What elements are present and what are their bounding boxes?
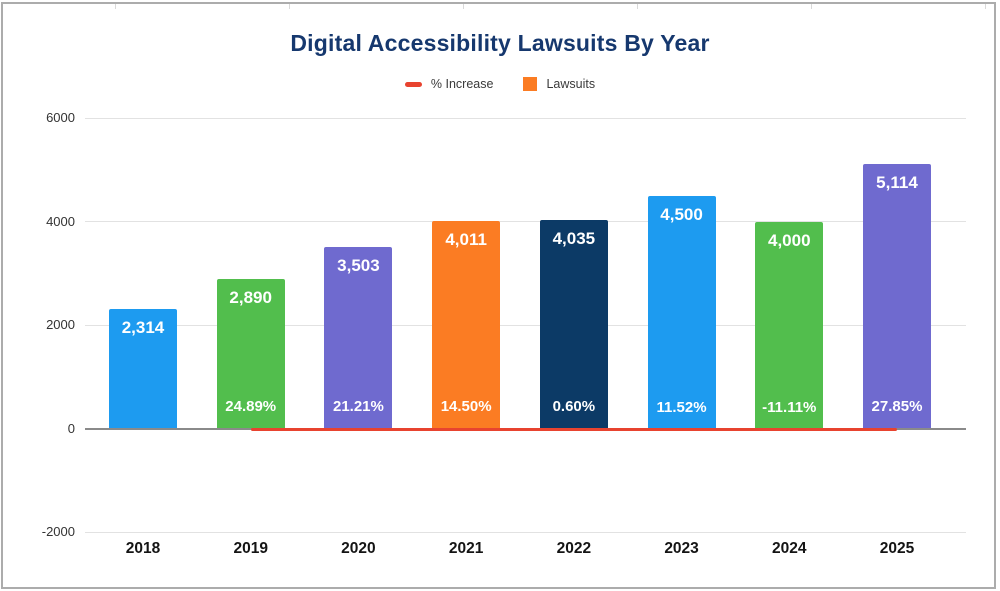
y-tick-label-0: 0 <box>67 420 75 436</box>
x-tick-label-2020: 2020 <box>341 540 376 557</box>
sheet-gridline-tick <box>463 4 464 9</box>
x-tick-label-2023: 2023 <box>664 540 699 557</box>
bar-2021: 4,011 14.50% <box>432 220 501 429</box>
legend-label-lawsuits: Lawsuits <box>546 77 596 91</box>
pct-increase-label-2025: 27.85% <box>871 398 923 416</box>
x-tick-label-2022: 2022 <box>556 540 592 557</box>
bar-2022: 4,035 0.60% <box>539 219 608 429</box>
bar-value-label-2022: 4,035 <box>552 228 596 248</box>
increase-swatch-icon <box>404 81 422 87</box>
gridline-6000 <box>85 117 966 119</box>
pct-increase-label-2019: 24.89% <box>225 398 277 416</box>
pct-increase-label-2022: 0.60% <box>552 398 596 416</box>
x-tick-label-2019: 2019 <box>233 540 268 557</box>
y-tick-label-6000: 6000 <box>46 110 75 125</box>
bar-value-label-2019: 2,890 <box>229 287 272 307</box>
gridline--2000 <box>85 531 966 533</box>
pct-increase-label-2021: 14.50% <box>440 398 492 416</box>
x-tick-label-2018: 2018 <box>125 540 161 557</box>
bar-2025: 5,114 27.85% <box>862 163 931 429</box>
y-tick-label-4000: 4000 <box>46 213 75 229</box>
legend-item-lawsuits: Lawsuits <box>523 77 595 91</box>
chart-title: Digital Accessibility Lawsuits By Year <box>290 30 710 56</box>
x-tick-label-2024: 2024 <box>772 540 807 557</box>
legend: % Increase Lawsuits <box>0 77 1000 91</box>
bar-value-label-2018: 2,314 <box>121 317 165 337</box>
legend-item-increase: % Increase <box>404 77 494 91</box>
bar-value-label-2024: 4,000 <box>768 230 811 250</box>
bar-value-label-2023: 4,500 <box>660 204 703 224</box>
bar-value-label-2021: 4,011 <box>445 229 487 249</box>
gridline-4000 <box>85 221 966 222</box>
lawsuits-swatch-icon <box>523 77 538 91</box>
sheet-gridline-tick <box>637 4 638 9</box>
bar-value-label-2025: 5,114 <box>876 172 918 192</box>
bar-2020: 3,503 21.21% <box>324 247 393 429</box>
sheet-gridline-tick <box>115 4 116 9</box>
pct-increase-label-2023: 11.52% <box>656 398 707 416</box>
bar-value-label-2020: 3,503 <box>337 256 380 276</box>
sheet-gridline-tick <box>289 4 290 9</box>
bar-2023: 4,500 11.52% <box>647 195 716 429</box>
x-tick-label-2021: 2021 <box>448 540 484 557</box>
pct-increase-label-2020: 21.21% <box>332 398 384 416</box>
y-tick-label-2000: 2000 <box>46 317 75 332</box>
sheet-gridline-tick <box>985 4 986 9</box>
pct-increase-line <box>250 428 897 431</box>
pct-increase-label-2024: -11.11% <box>762 398 817 416</box>
gridline-2000 <box>85 324 966 326</box>
bar-2018: 2,314 <box>109 308 177 429</box>
sheet-gridline-tick <box>811 4 812 9</box>
x-tick-label-2025: 2025 <box>879 540 915 557</box>
bar-2019: 2,890 24.89% <box>216 278 285 429</box>
y-tick-label--2000: -2000 <box>41 524 75 539</box>
bar-2024: 4,000 -11.11% <box>755 221 824 429</box>
legend-label-increase: % Increase <box>430 77 494 91</box>
